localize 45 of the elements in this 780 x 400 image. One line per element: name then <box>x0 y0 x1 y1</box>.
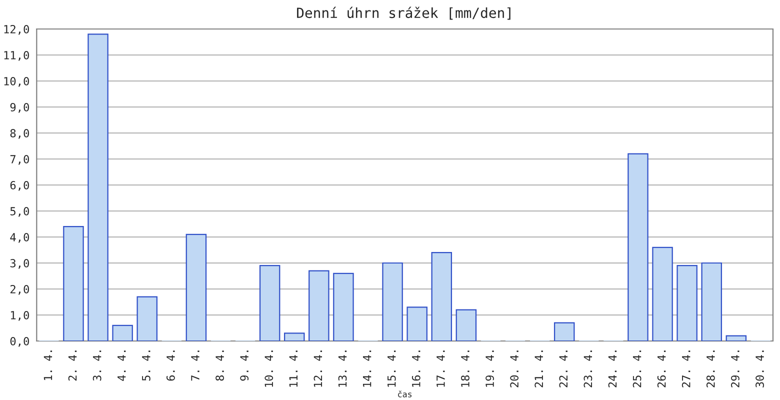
x-tick-label: 28. 4. <box>706 350 715 388</box>
x-tick-label: 11. 4. <box>289 350 298 387</box>
chart-title: Denní úhrn srážek [mm/den] <box>297 6 510 20</box>
x-tick-label: 27. 4. <box>682 350 690 388</box>
y-tick-label: 8,0 <box>10 129 29 139</box>
y-tick-label: 9,0 <box>10 103 29 113</box>
x-tick-label: 26. 4. <box>657 350 666 388</box>
y-tick-label: 2,0 <box>10 285 29 295</box>
x-tick-label: 13. 4. <box>338 350 347 387</box>
y-tick-label: 6,0 <box>10 181 29 191</box>
x-tick-label: 17. 4. <box>436 350 445 387</box>
x-tick-label: 3. 4. <box>92 350 102 381</box>
x-tick-label: 12. 4. <box>314 350 322 387</box>
y-tick-label: 7,0 <box>10 155 29 165</box>
x-tick-label: 22. 4. <box>559 350 568 388</box>
x-tick-label: 29. 4. <box>731 350 740 388</box>
x-tick-label: 9. 4. <box>240 350 249 381</box>
y-tick-label: 12,0 <box>4 25 29 35</box>
x-tick-label: 7. 4. <box>191 350 200 381</box>
y-tick-label: 5,0 <box>10 207 29 217</box>
x-tick-label: 4. 4. <box>118 350 126 381</box>
y-tick-label: 10,0 <box>4 77 29 87</box>
x-tick-label: 8. 4. <box>216 350 224 381</box>
y-tick-label: 11,0 <box>4 51 29 61</box>
x-tick-label: 6. 4. <box>166 350 175 381</box>
x-tick-label: 15. 4. <box>388 350 396 387</box>
x-tick-label: 16. 4. <box>412 350 420 387</box>
y-tick-label: 0,0 <box>10 337 29 347</box>
x-tick-label: 1. 4. <box>44 350 52 380</box>
y-tick-label: 1,0 <box>10 311 29 321</box>
x-tick-label: 14. 4. <box>363 350 372 387</box>
x-tick-label: 30. 4. <box>756 350 764 388</box>
x-tick-label: 18. 4. <box>461 350 470 387</box>
x-tick-label: 21. 4. <box>534 350 543 388</box>
x-tick-label: 24. 4. <box>608 350 617 388</box>
x-tick-label: 23. 4. <box>584 350 592 388</box>
x-axis-title: čas <box>398 390 412 398</box>
y-tick-label: 3,0 <box>10 259 29 269</box>
x-tick-label: 10. 4. <box>264 350 274 387</box>
x-tick-label: 25. 4. <box>632 350 642 388</box>
x-tick-label: 5. 4. <box>142 350 150 381</box>
x-tick-label: 2. 4. <box>68 350 77 381</box>
y-tick-label: 4,0 <box>10 233 29 243</box>
x-tick-label: 19. 4. <box>486 350 494 387</box>
x-tick-label: 20. 4. <box>510 350 519 388</box>
